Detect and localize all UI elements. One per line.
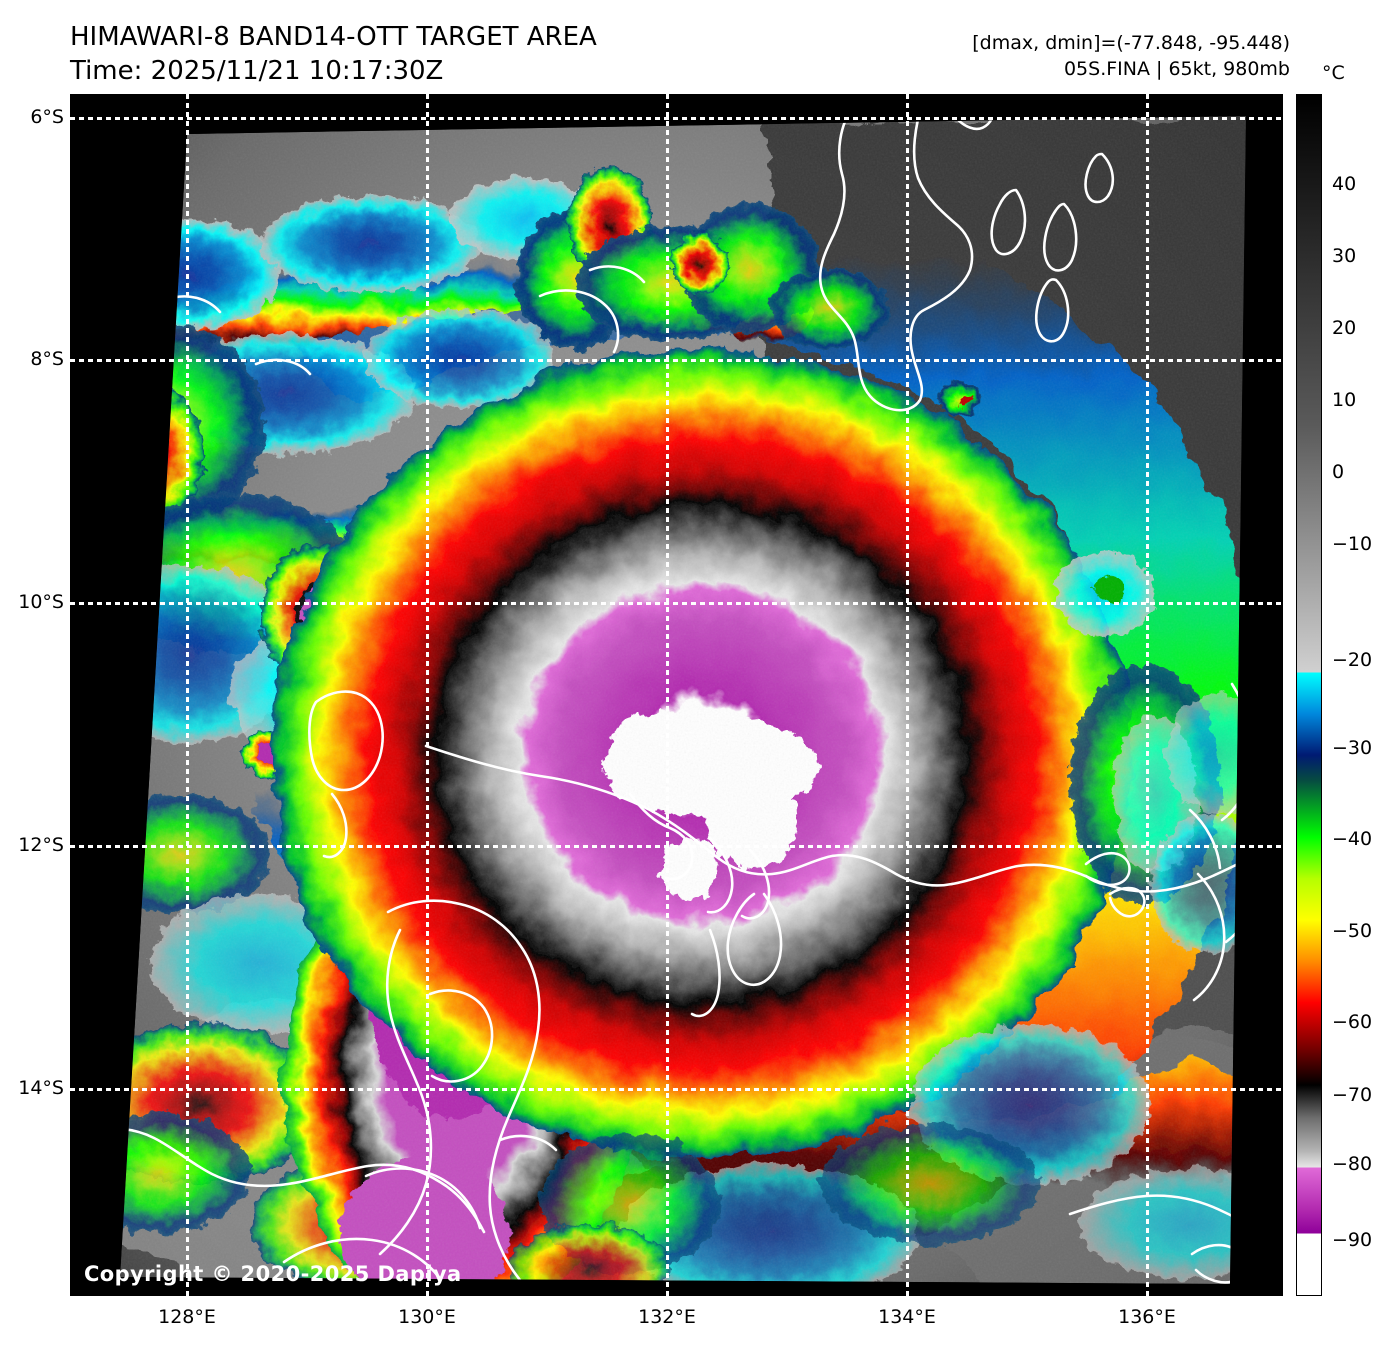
cbtick-label-8: −40: [1332, 828, 1373, 850]
satellite-ir-heatmap: [70, 94, 1283, 1296]
cbtick-label-0: 40: [1332, 173, 1357, 195]
ytick-label-4: 14°S: [18, 1077, 64, 1099]
cbtick-label-12: −80: [1332, 1153, 1373, 1175]
colorbar-gradient: [1297, 95, 1321, 1295]
storm-info-label: 05S.FINA | 65kt, 980mb: [1063, 58, 1290, 80]
cbtick-label-11: −70: [1332, 1084, 1373, 1106]
cbtick-label-4: 0: [1332, 461, 1345, 483]
cbtick-label-5: −10: [1332, 533, 1373, 555]
cbtick-label-2: 20: [1332, 317, 1357, 339]
cbtick-label-10: −60: [1332, 1011, 1373, 1033]
coastline-overlay: [120, 116, 1246, 1284]
ytick-label-1: 8°S: [30, 348, 64, 370]
satellite-image-panel[interactable]: Copyright © 2020-2025 Dapiya: [70, 94, 1283, 1296]
ytick-label-3: 12°S: [18, 834, 64, 856]
dmax-dmin-label: [dmax, dmin]=(-77.848, -95.448): [972, 32, 1290, 54]
xtick-label-1: 130°E: [398, 1306, 456, 1328]
cbtick-label-6: −20: [1332, 649, 1373, 671]
xtick-label-2: 132°E: [638, 1306, 696, 1328]
colorbar-unit-label: °C: [1322, 62, 1345, 84]
cbtick-label-13: −90: [1332, 1229, 1373, 1251]
ytick-label-0: 6°S: [30, 106, 64, 128]
title-primary: HIMAWARI-8 BAND14-OTT TARGET AREA: [70, 22, 597, 52]
cbtick-label-1: 30: [1332, 245, 1357, 267]
page-title: HIMAWARI-8 BAND14-OTT TARGET AREA Time: …: [70, 20, 597, 88]
copyright-label: Copyright © 2020-2025 Dapiya: [84, 1262, 462, 1286]
temperature-colorbar[interactable]: [1296, 94, 1322, 1296]
cbtick-label-7: −30: [1332, 737, 1373, 759]
metadata-block: [dmax, dmin]=(-77.848, -95.448) 05S.FINA…: [972, 30, 1290, 82]
cbtick-label-3: 10: [1332, 389, 1357, 411]
xtick-label-0: 128°E: [158, 1306, 216, 1328]
cbtick-label-9: −50: [1332, 920, 1373, 942]
ytick-label-2: 10°S: [18, 591, 64, 613]
xtick-label-4: 136°E: [1118, 1306, 1176, 1328]
title-timestamp: Time: 2025/11/21 10:17:30Z: [70, 56, 444, 86]
xtick-label-3: 134°E: [878, 1306, 936, 1328]
